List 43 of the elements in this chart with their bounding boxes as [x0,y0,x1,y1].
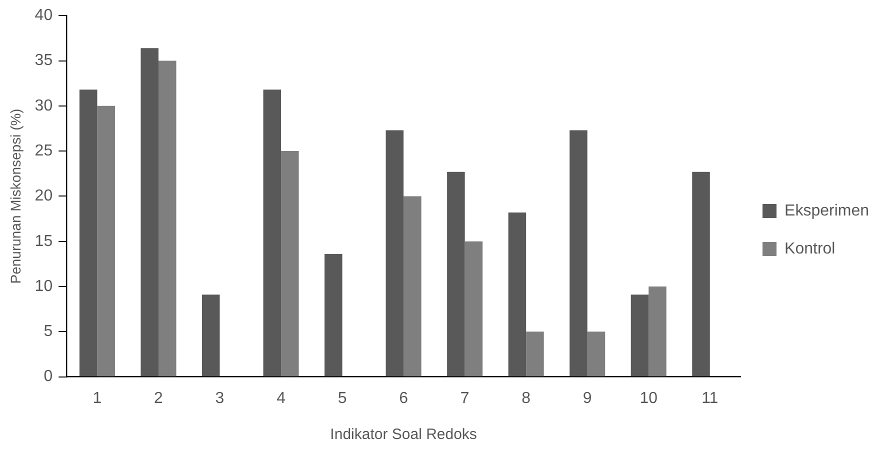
x-tick-label: 10 [640,390,658,407]
bar [464,241,483,376]
legend-label: Eksperimen [784,202,870,220]
bar [570,130,588,376]
x-tick-label: 1 [92,390,102,407]
y-tick-label: 35 [34,52,53,70]
y-tick-label: 20 [34,188,53,205]
y-tick-label: 30 [34,97,53,114]
y-tick-label: 5 [44,323,53,340]
y-tick-label: 40 [34,7,53,24]
x-axis-title: Indikator Soal Redoks [330,426,477,444]
x-tick-label: 3 [215,390,224,407]
bar [79,90,98,376]
bar [404,196,422,376]
bar [202,294,220,376]
y-tick-label: 25 [34,142,53,160]
bar [630,294,649,376]
bar [140,48,158,376]
bar [324,254,342,376]
x-tick-label: 11 [702,390,718,407]
bar [158,60,176,376]
x-tick-label: 4 [276,390,286,407]
bar [648,286,666,376]
y-tick-label: 10 [34,278,53,295]
x-tick-label: 6 [399,390,408,407]
x-tick-label: 7 [460,390,470,407]
x-tick-label: 5 [338,390,347,407]
bar [447,172,465,376]
x-tick-label: 2 [154,390,164,407]
bar [692,172,710,376]
y-tick-label: 15 [34,232,53,250]
bar [587,332,606,376]
legend-label: Kontrol [784,240,836,258]
y-tick-label: 0 [44,368,53,386]
bar [97,106,115,376]
bar [263,90,282,376]
bar [386,130,404,376]
x-tick-label: 9 [582,390,592,407]
y-axis-title: Penurunan Miskonsepsi (%) [7,108,24,284]
bar [281,151,299,376]
bar [526,332,544,376]
bar [508,212,526,376]
x-tick-label: 8 [522,390,531,407]
